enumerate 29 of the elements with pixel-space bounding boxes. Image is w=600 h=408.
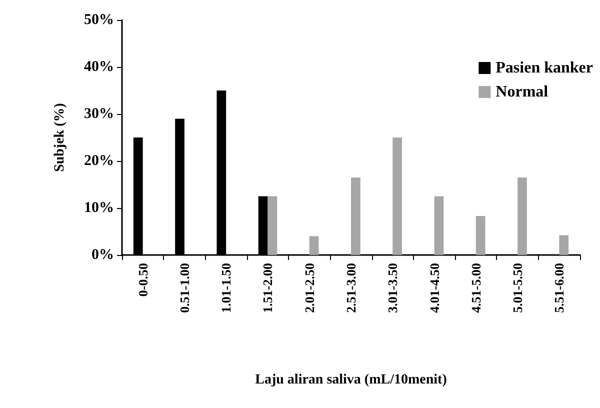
x-tick-label: 2.51-3.00	[344, 263, 358, 313]
y-tick-label: 50%	[84, 12, 114, 28]
x-tick-label: 0-0.50	[135, 263, 150, 297]
bar	[518, 177, 527, 255]
bar	[268, 196, 278, 255]
x-tick-label: 2.01-2.50	[302, 263, 317, 313]
x-tick-label: 5.51-6.00	[552, 263, 567, 313]
y-tick-label: 10%	[84, 200, 114, 216]
x-tick-label: 4.01-4.50	[426, 263, 442, 313]
y-axis-title: Subjek (%)	[52, 102, 68, 172]
y-tick-label: 20%	[84, 153, 114, 169]
bar	[351, 177, 360, 255]
x-tick-label: 5.01-5.50	[510, 263, 526, 313]
bar	[392, 138, 402, 255]
legend-label: Pasien kanker	[496, 60, 593, 76]
y-tick-label: 0%	[92, 247, 114, 263]
x-tick-label: 1.01-1.50	[218, 263, 234, 313]
legend-label: Normal	[496, 84, 549, 100]
bar	[309, 236, 319, 255]
y-tick-label: 30%	[84, 106, 114, 122]
bar	[434, 196, 444, 255]
x-tick-label: 4.51-5.00	[468, 263, 484, 313]
x-tick-label: 3.01-3.50	[385, 263, 400, 313]
bar	[559, 235, 569, 255]
y-tick-label: 40%	[84, 59, 114, 75]
x-tick-label: 0.51-1.00	[176, 263, 192, 313]
x-axis-title: Laju aliran saliva (mL/10menit)	[255, 372, 448, 388]
x-tick-label: 1.51-2.00	[260, 263, 276, 313]
bar	[476, 216, 486, 255]
